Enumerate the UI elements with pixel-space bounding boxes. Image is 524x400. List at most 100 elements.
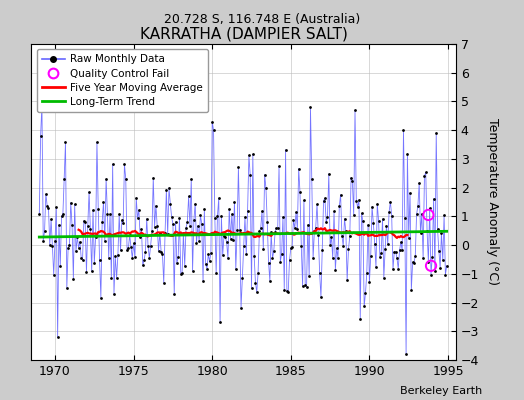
Point xyxy=(352,198,361,204)
Point xyxy=(102,176,110,182)
Point xyxy=(56,263,64,270)
Point xyxy=(390,248,398,255)
Point xyxy=(115,211,123,217)
Point xyxy=(177,270,185,277)
Point xyxy=(303,222,312,228)
Point xyxy=(81,219,89,225)
Point xyxy=(365,279,374,285)
Point xyxy=(355,196,363,203)
Point xyxy=(423,228,431,234)
Point xyxy=(289,217,298,223)
Point xyxy=(162,187,170,193)
Point xyxy=(377,250,385,256)
Point xyxy=(253,289,261,295)
Point xyxy=(85,189,93,195)
Point xyxy=(136,234,144,240)
Point xyxy=(156,230,164,236)
Point xyxy=(268,255,277,262)
Point xyxy=(78,257,86,263)
Point xyxy=(145,255,154,261)
Point xyxy=(398,247,406,254)
Point xyxy=(83,222,92,229)
Point xyxy=(154,248,162,254)
Point xyxy=(203,265,211,272)
Point xyxy=(432,130,440,136)
Point xyxy=(360,303,368,310)
Point xyxy=(128,255,136,261)
Point xyxy=(67,199,75,206)
Point xyxy=(358,218,367,224)
Point xyxy=(363,270,371,276)
Point xyxy=(180,263,189,269)
Point xyxy=(343,277,351,284)
Point xyxy=(226,235,235,242)
Point xyxy=(137,226,146,232)
Point xyxy=(99,199,107,206)
Point xyxy=(415,180,423,186)
Point xyxy=(391,248,400,255)
Point xyxy=(369,220,377,226)
Point xyxy=(292,209,300,216)
Point xyxy=(94,206,102,212)
Point xyxy=(138,262,147,269)
Point xyxy=(350,212,358,218)
Point xyxy=(351,107,359,113)
Point xyxy=(436,264,444,271)
Point xyxy=(389,266,397,272)
Point xyxy=(204,251,212,258)
Point xyxy=(241,214,249,220)
Point xyxy=(314,232,322,238)
Point xyxy=(276,258,285,265)
Point xyxy=(47,216,55,223)
Point xyxy=(182,224,190,231)
Point xyxy=(421,169,430,176)
Point xyxy=(201,261,210,267)
Point xyxy=(59,211,67,218)
Point xyxy=(178,270,186,276)
Point xyxy=(381,246,389,253)
Point xyxy=(117,217,126,223)
Point xyxy=(86,226,94,232)
Point xyxy=(35,211,43,217)
Point xyxy=(385,209,393,216)
Point xyxy=(132,194,140,201)
Point xyxy=(41,191,50,197)
Point xyxy=(419,255,427,261)
Point xyxy=(318,247,326,253)
Point xyxy=(332,245,341,252)
Point xyxy=(427,272,435,278)
Point xyxy=(374,217,383,224)
Point xyxy=(110,291,118,297)
Point xyxy=(167,214,176,220)
Point xyxy=(271,229,279,235)
Point xyxy=(52,204,60,210)
Point xyxy=(386,198,395,205)
Point xyxy=(64,245,72,251)
Point xyxy=(46,242,54,248)
Point xyxy=(394,266,402,272)
Point xyxy=(74,244,83,251)
Point xyxy=(106,211,114,217)
Point xyxy=(382,222,390,229)
Point xyxy=(229,237,237,243)
Point xyxy=(437,230,445,236)
Point xyxy=(326,242,334,249)
Point xyxy=(120,161,128,168)
Point xyxy=(88,268,96,274)
Point xyxy=(191,200,199,207)
Point xyxy=(60,176,68,182)
Point xyxy=(159,280,168,286)
Point xyxy=(91,233,100,240)
Point xyxy=(57,213,66,219)
Point xyxy=(322,219,330,226)
Point xyxy=(308,176,316,182)
Point xyxy=(405,235,413,241)
Point xyxy=(439,257,447,264)
Point xyxy=(61,139,70,146)
Point xyxy=(114,252,122,258)
Point xyxy=(75,238,84,245)
Point xyxy=(161,230,169,236)
Point xyxy=(163,231,172,238)
Point xyxy=(425,205,434,212)
Point xyxy=(122,176,130,182)
